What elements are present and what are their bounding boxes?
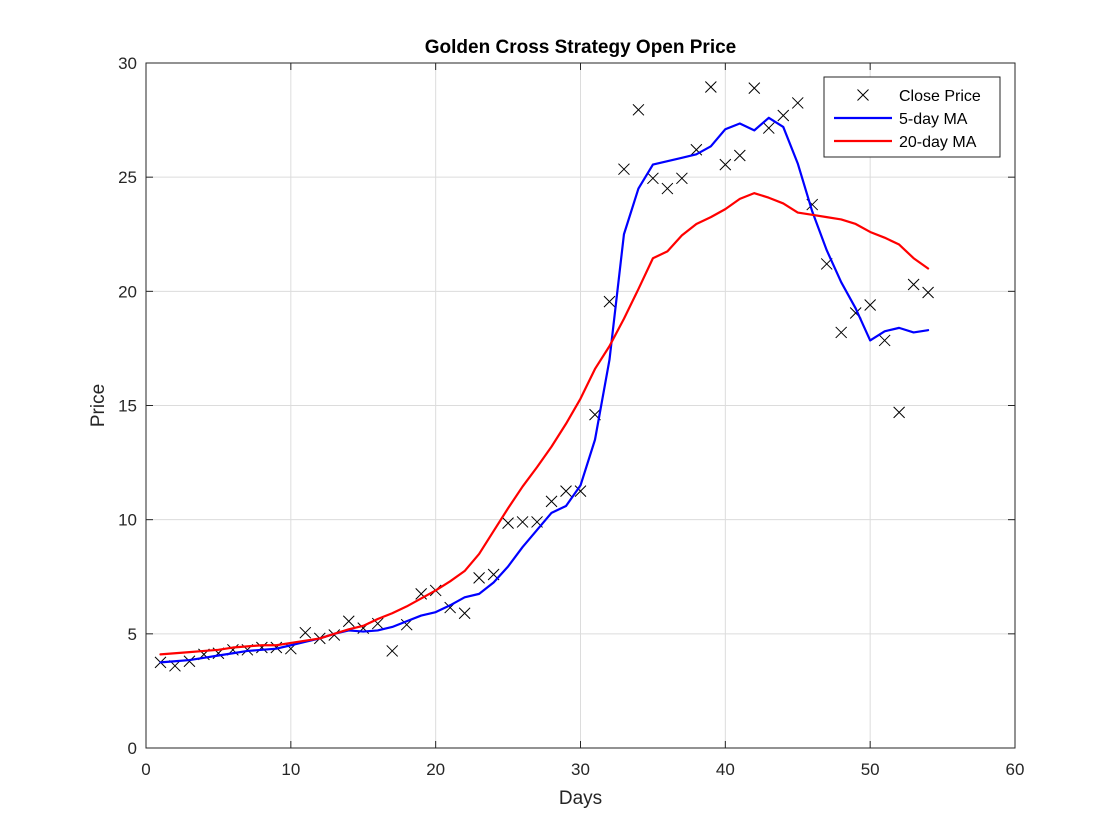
data-point [545,495,558,508]
y-tick-label: 20 [118,282,137,301]
data-point [835,326,848,339]
data-point [647,172,659,185]
series-line [159,192,930,656]
data-point [603,295,616,308]
data-point [632,103,645,116]
x-axis-title: Days [559,788,602,809]
data-point [473,572,485,584]
grid [146,63,1015,748]
y-tick-label: 0 [128,739,137,758]
data-point [748,82,761,94]
x-tick-label: 40 [716,760,735,779]
data-point [733,149,746,162]
y-tick-label: 25 [118,168,137,187]
data-point [386,645,399,657]
data-point [516,516,529,528]
x-tick-label: 0 [141,760,150,779]
data-point [458,607,471,620]
data-point [560,485,572,497]
data-point [762,122,775,134]
plot-area [154,81,934,672]
axis-ticks: 0 10 20 30 40 50 60 0 5 10 15 20 25 30 [118,54,1024,779]
data-point [574,485,587,497]
data-point [618,163,630,176]
data-point [676,172,688,185]
data-point [661,182,674,195]
series-ma20 [159,192,930,656]
y-tick-label: 5 [128,625,137,644]
data-point [719,158,732,171]
legend-item-ma20: 20-day MA [834,134,977,151]
y-tick-label: 30 [118,54,137,73]
legend-label: 5-day MA [899,111,968,128]
y-tick-label: 15 [118,397,137,416]
legend: Close Price 5-day MA 20-day MA [823,76,1001,158]
series-line [159,116,930,664]
data-point [704,81,717,93]
data-point [502,517,514,529]
x-tick-label: 30 [571,760,590,779]
data-point [922,286,934,299]
series-close-price [154,81,934,672]
x-tick-label: 50 [861,760,880,779]
x-tick-label: 20 [426,760,445,779]
data-point [864,299,877,311]
data-point [256,641,268,654]
x-tick-label: 10 [281,760,300,779]
data-point [791,97,804,109]
legend-item-ma5: 5-day MA [834,111,968,128]
chart-title: Golden Cross Strategy Open Price [425,37,736,58]
data-point [893,406,905,419]
legend-label: Close Price [899,88,981,105]
data-point [299,626,312,639]
data-point [878,334,891,347]
data-point [777,109,790,122]
data-point [342,615,355,628]
data-point [400,618,413,631]
y-tick-label: 10 [118,511,137,530]
data-point [183,655,196,668]
legend-marker [857,89,869,101]
legend-item-close-price: Close Price [857,88,981,105]
series-ma5 [159,116,930,664]
y-axis-title: Price [88,384,109,427]
legend-label: 20-day MA [899,134,977,151]
data-point [907,278,920,291]
x-tick-label: 60 [1006,760,1025,779]
